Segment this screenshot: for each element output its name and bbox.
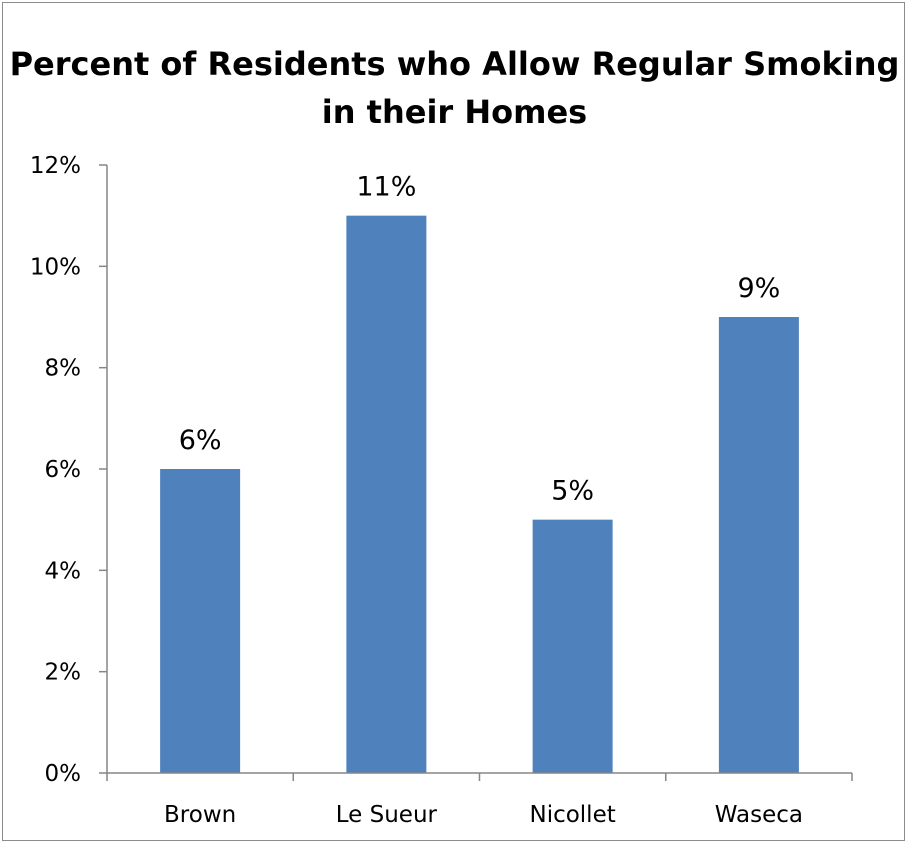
bar-le-sueur [346,215,427,773]
y-tick-label: 10% [30,254,81,280]
bar-brown [160,469,241,773]
y-tick-label: 12% [30,153,81,179]
y-axis-ticks: 0% 2% 4% 6% 8% 10% 12% [30,153,107,787]
bar-nicollet [532,519,613,773]
chart-title: Percent of Residents who Allow Regular S… [9,45,900,131]
bars [160,215,799,773]
y-tick-label: 6% [45,457,82,483]
y-tick-label: 4% [45,558,82,584]
data-labels: 6% 11% 5% 9% [179,172,781,507]
category-labels: Brown Le Sueur Nicollet Waseca [164,802,803,828]
y-tick-label: 2% [45,660,82,686]
y-tick-label: 8% [45,356,82,382]
category-label: Brown [164,802,236,828]
data-label: 9% [737,273,780,304]
data-label: 6% [179,425,222,456]
bar-waseca [718,317,799,773]
category-label: Nicollet [529,802,615,828]
data-label: 5% [551,476,594,507]
data-label: 11% [356,172,416,203]
category-label: Waseca [715,802,803,828]
category-label: Le Sueur [336,802,438,828]
y-tick-label: 0% [45,761,82,787]
x-axis-ticks [106,773,853,781]
